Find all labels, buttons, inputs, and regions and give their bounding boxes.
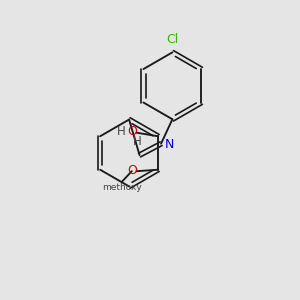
Text: O: O xyxy=(127,125,137,138)
Text: H: H xyxy=(133,135,142,148)
Text: Cl: Cl xyxy=(166,33,178,46)
Text: methoxy: methoxy xyxy=(102,182,142,191)
Text: N: N xyxy=(165,138,175,151)
Text: O: O xyxy=(127,164,137,177)
Text: H: H xyxy=(116,125,125,138)
